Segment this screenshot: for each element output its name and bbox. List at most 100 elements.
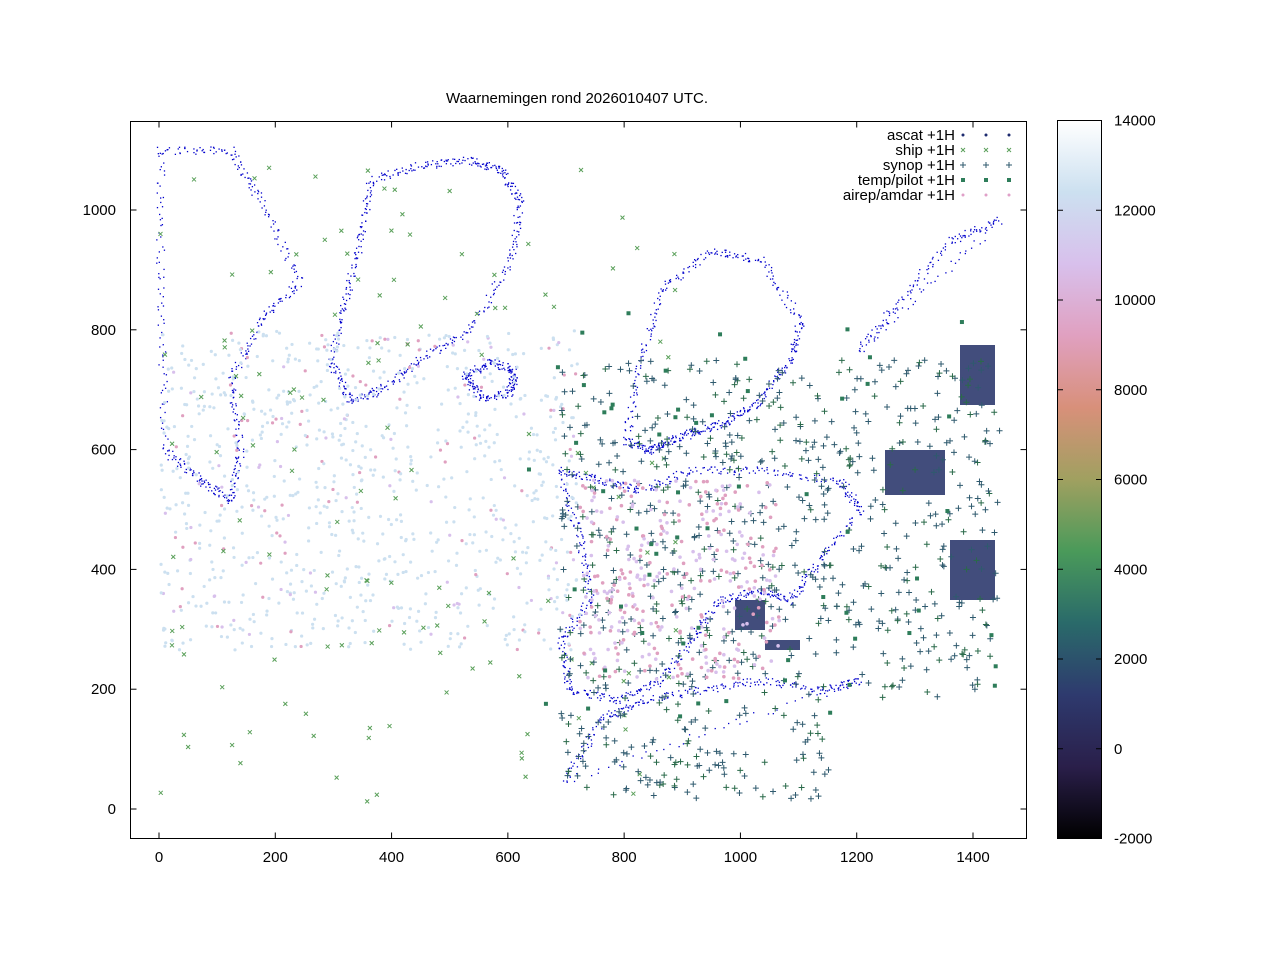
land-outline-dot (587, 746, 590, 749)
land-outline-dot (381, 174, 383, 176)
land-outline-dot (822, 689, 824, 691)
airep-point (458, 429, 462, 433)
airep-point (406, 445, 410, 449)
ship-point (365, 168, 371, 173)
land-outline-dot (430, 163, 433, 166)
land-outline-dot (473, 371, 475, 373)
land-outline-dot (945, 272, 947, 274)
land-outline-dot (473, 386, 475, 388)
land-outline-dot (353, 275, 355, 277)
airep-point (459, 592, 464, 596)
land-outline-dot (686, 650, 688, 652)
land-outline-dot (745, 466, 747, 468)
land-outline-dot (699, 631, 701, 634)
ship-point (185, 744, 191, 750)
synop-point (975, 384, 982, 391)
land-outline-dot (650, 449, 652, 451)
land-outline-dot (628, 707, 630, 709)
land-outline-dot (747, 594, 749, 596)
land-outline-dot (429, 356, 431, 358)
airep-point (455, 367, 460, 371)
synop-point (933, 522, 940, 529)
synop-point (567, 712, 574, 719)
land-outline-dot (677, 656, 679, 659)
airep-point (451, 351, 455, 355)
land-outline-dot (635, 405, 637, 408)
land-outline-dot (328, 365, 331, 368)
land-outline-dot (665, 692, 668, 694)
airep-point (201, 408, 205, 412)
land-outline-dot (465, 378, 467, 380)
airep-point (231, 546, 236, 550)
airep-point (227, 353, 231, 357)
land-outline-dot (683, 649, 685, 651)
airep-point (359, 466, 363, 470)
land-outline-dot (688, 734, 691, 736)
airep-point (409, 458, 413, 462)
airep-point (303, 369, 307, 373)
land-outline-dot (912, 303, 914, 306)
airep-point (351, 531, 355, 535)
synop-point (846, 366, 853, 373)
land-outline-dot (934, 280, 936, 283)
land-outline-dot (671, 691, 674, 694)
synop-point (912, 420, 919, 427)
synop-point (758, 632, 765, 639)
land-outline-dot (737, 414, 740, 417)
land-outline-dot (368, 392, 370, 394)
airep-point (773, 623, 777, 627)
synop-point (664, 410, 671, 417)
airep-point (494, 517, 498, 521)
land-outline-dot (932, 256, 934, 259)
airep-point (319, 550, 323, 554)
land-outline-dot (687, 432, 689, 435)
airep-point (342, 417, 347, 421)
land-outline-dot (159, 346, 161, 348)
airep-point (343, 426, 347, 431)
airep-point (485, 334, 490, 339)
land-outline-dot (578, 551, 580, 554)
synop-point (996, 427, 1003, 434)
land-outline-dot (568, 495, 570, 497)
airep-point (240, 563, 244, 567)
land-outline-dot (773, 281, 775, 284)
land-outline-dot (366, 212, 368, 214)
land-outline-dot (600, 716, 602, 718)
land-outline-dot (369, 208, 371, 211)
land-outline-dot (414, 169, 416, 171)
land-outline-dot (662, 289, 665, 291)
land-outline-dot (685, 646, 687, 648)
land-outline-dot (857, 678, 859, 680)
land-outline-dot (772, 383, 774, 386)
land-outline-dot (483, 310, 485, 312)
airep-point (741, 623, 745, 627)
airep-point (665, 520, 669, 525)
land-outline-dot (624, 421, 627, 424)
land-outline-dot (339, 372, 341, 374)
land-outline-dot (368, 393, 370, 395)
land-outline-dot (986, 229, 988, 232)
synop-point (675, 653, 682, 660)
synop-point (721, 423, 728, 430)
land-outline-dot (585, 563, 587, 565)
land-outline-dot (838, 687, 840, 689)
land-outline-dot (693, 431, 695, 434)
synop-point (704, 503, 711, 510)
land-outline-dot (338, 334, 340, 337)
land-outline-dot (678, 278, 680, 280)
land-outline-dot (157, 182, 159, 184)
synop-point (867, 503, 874, 510)
land-outline-dot (492, 165, 494, 167)
synop-point (564, 772, 571, 779)
synop-point (674, 717, 681, 724)
land-outline-dot (791, 595, 793, 597)
land-outline-dot (339, 379, 342, 381)
land-outline-dot (249, 345, 251, 347)
airep-point (392, 606, 396, 610)
land-outline-dot (910, 292, 912, 294)
airep-point (472, 533, 477, 537)
land-outline-dot (498, 167, 500, 169)
land-outline-dot (562, 636, 565, 638)
synop-point (991, 529, 998, 536)
ship-point (219, 684, 225, 690)
